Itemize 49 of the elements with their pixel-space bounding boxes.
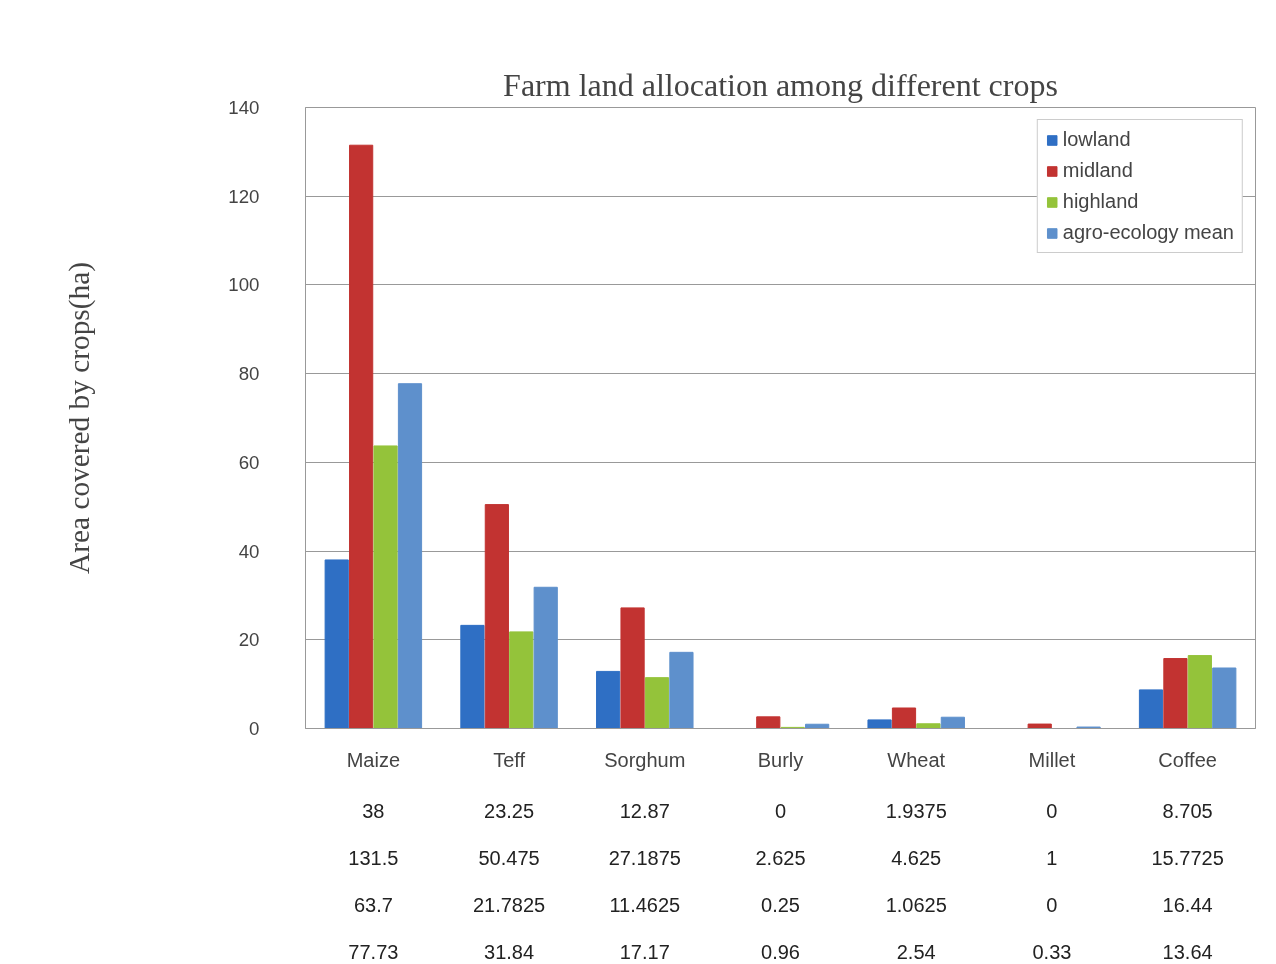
data-label: 50.475: [478, 846, 540, 869]
data-label: 131.5: [348, 846, 399, 869]
y-tick-label: 20: [238, 629, 260, 651]
data-label: 0: [1046, 893, 1058, 916]
y-tick-label: 140: [228, 97, 260, 118]
data-label: 27.1875: [608, 846, 681, 869]
y-tick-label: 40: [238, 540, 260, 562]
data-label: 13.64: [1162, 940, 1213, 963]
legend-label: agro-ecology mean: [1062, 221, 1234, 244]
data-label: 16.44: [1162, 893, 1213, 916]
x-tick-label: Coffee: [1158, 748, 1217, 771]
y-tick-label: 0: [249, 718, 260, 739]
data-label: 63.7: [353, 893, 393, 916]
legend-label: lowland: [1062, 128, 1131, 151]
data-label: 11.4625: [609, 893, 681, 916]
data-label: 0: [774, 799, 787, 822]
data-label: 0.25: [761, 893, 800, 916]
data-label: 15.7725: [1151, 846, 1224, 869]
data-label: 77.73: [348, 940, 399, 963]
x-tick-label: Maize: [346, 748, 401, 771]
data-label: 38: [362, 799, 385, 822]
data-label: 0.33: [1032, 940, 1072, 963]
data-label: 8.705: [1162, 799, 1213, 822]
data-label: 0.96: [761, 940, 800, 963]
data-label: 17.17: [619, 940, 670, 963]
data-label: 2.54: [896, 940, 936, 963]
y-tick-label: 100: [228, 274, 260, 296]
data-label: 1: [1046, 846, 1058, 869]
data-label: 21.7825: [472, 893, 546, 916]
legend-label: highland: [1062, 190, 1139, 213]
data-label: 4.625: [891, 846, 942, 869]
y-tick-label: 60: [238, 451, 260, 473]
x-tick-label: Teff: [493, 748, 526, 771]
x-tick-label: Burly: [757, 748, 804, 771]
x-tick-label: Wheat: [887, 748, 946, 771]
x-tick-label: Sorghum: [604, 748, 686, 771]
data-label: 1.9375: [885, 799, 947, 822]
data-label: 1.0625: [885, 893, 947, 916]
y-axis-title: Area covered by crops(ha): [63, 262, 97, 574]
legend-label: midland: [1062, 159, 1133, 182]
y-tick-label: 80: [238, 363, 260, 385]
chart-title: Farm land allocation among different crops: [503, 66, 1058, 103]
data-label: 0: [1046, 799, 1058, 822]
data-label: 23.25: [484, 799, 535, 822]
data-label: 2.625: [755, 846, 806, 869]
data-label: 31.84: [484, 940, 535, 963]
x-tick-label: Millet: [1028, 748, 1076, 771]
data-label: 12.87: [619, 799, 670, 822]
y-tick-label: 120: [228, 185, 260, 207]
